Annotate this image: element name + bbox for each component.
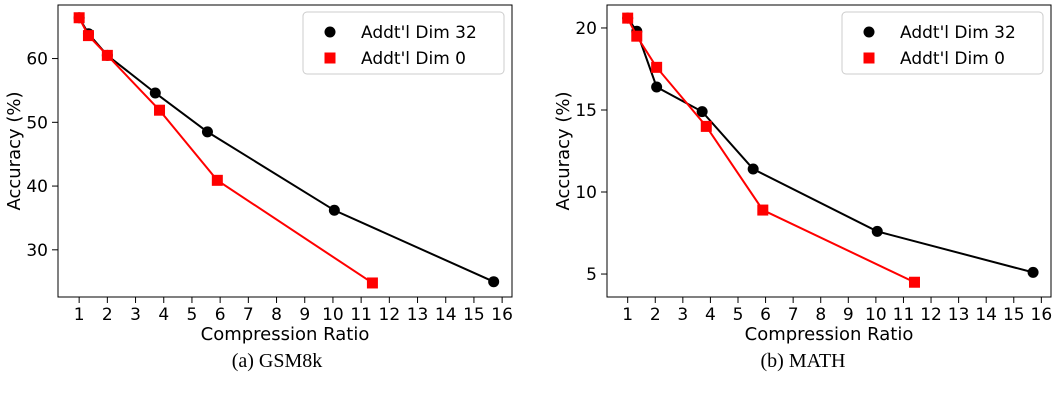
y-tick-label: 30 xyxy=(26,241,48,261)
x-tick-label: 3 xyxy=(677,305,688,325)
data-point xyxy=(211,174,223,186)
y-tick-label: 60 xyxy=(26,50,48,70)
data-point xyxy=(82,30,94,42)
x-tick-label: 7 xyxy=(243,305,254,325)
x-tick-label: 9 xyxy=(299,305,310,325)
x-tick-label: 4 xyxy=(158,305,169,325)
legend-marker xyxy=(863,52,875,64)
legend: Addt'l Dim 32 Addt'l Dim 0 xyxy=(302,11,505,75)
data-point xyxy=(747,163,759,175)
x-tick-label: 4 xyxy=(705,305,716,325)
data-point xyxy=(631,30,643,42)
x-tick-label: 5 xyxy=(187,305,198,325)
legend-marker xyxy=(324,52,336,64)
x-tick-label: 8 xyxy=(815,305,826,325)
caption-math: (b) MATH xyxy=(760,350,846,372)
x-tick-label: 16 xyxy=(1031,305,1053,325)
legend-label: Addt'l Dim 0 xyxy=(900,49,1005,69)
legend-label: Addt'l Dim 32 xyxy=(361,23,477,43)
x-tick-label: 10 xyxy=(322,305,344,325)
data-point xyxy=(651,61,663,73)
x-tick-label: 10 xyxy=(865,305,887,325)
legend-box xyxy=(841,11,1044,75)
data-point xyxy=(757,204,769,216)
y-tick-label: 5 xyxy=(586,265,597,285)
data-point xyxy=(622,12,634,24)
x-tick-label: 2 xyxy=(650,305,661,325)
data-point xyxy=(1027,266,1039,278)
legend-marker xyxy=(324,26,336,38)
data-point xyxy=(73,12,85,24)
y-tick-label: 10 xyxy=(575,183,597,203)
y-tick-label: 50 xyxy=(26,113,48,133)
chart-panel-1: 1 2 3 4 5 6 7 8 9 10 11 12 13 14 15 165101520Compressio… xyxy=(553,4,1053,345)
data-point xyxy=(488,276,500,288)
y-tick-label: 15 xyxy=(575,101,597,121)
x-tick-label: 7 xyxy=(788,305,799,325)
x-tick-label: 1 xyxy=(74,305,85,325)
plot-area xyxy=(606,4,1052,298)
legend-box xyxy=(302,11,505,75)
legend: Addt'l Dim 32 Addt'l Dim 0 xyxy=(841,11,1044,75)
data-point xyxy=(149,87,161,99)
chart-panel-0: 1 2 3 4 5 6 7 8 9 10 11 12 13 14 15 1630405060Compressi… xyxy=(4,4,513,345)
data-point xyxy=(696,106,708,118)
x-tick-label: 13 xyxy=(407,305,429,325)
data-point xyxy=(201,126,213,138)
data-point xyxy=(154,104,166,116)
x-tick-label: 5 xyxy=(733,305,744,325)
x-axis-label: Compression Ratio xyxy=(201,324,370,345)
x-tick-label: 9 xyxy=(843,305,854,325)
x-tick-label: 13 xyxy=(948,305,970,325)
y-tick-label: 40 xyxy=(26,177,48,197)
x-tick-label: 8 xyxy=(271,305,282,325)
x-tick-label: 14 xyxy=(975,305,997,325)
data-point xyxy=(908,276,920,288)
x-tick-label: 15 xyxy=(463,305,485,325)
data-point xyxy=(871,225,883,237)
x-tick-label: 1 xyxy=(622,305,633,325)
x-tick-label: 11 xyxy=(350,305,372,325)
data-point xyxy=(328,204,340,216)
x-tick-label: 2 xyxy=(102,305,113,325)
caption-gsm8k: (a) GSM8k xyxy=(231,350,323,372)
data-point xyxy=(366,277,378,289)
x-tick-label: 3 xyxy=(130,305,141,325)
x-tick-label: 16 xyxy=(491,305,513,325)
x-tick-label: 11 xyxy=(893,305,915,325)
x-tick-label: 15 xyxy=(1003,305,1025,325)
legend-marker xyxy=(863,26,875,38)
data-point xyxy=(651,81,663,93)
legend-label: Addt'l Dim 0 xyxy=(361,49,466,69)
x-tick-label: 12 xyxy=(920,305,942,325)
data-point xyxy=(700,120,712,132)
y-tick-label: 20 xyxy=(575,19,597,39)
y-axis-label: Accuracy (%) xyxy=(4,91,25,210)
x-tick-label: 6 xyxy=(760,305,771,325)
x-tick-label: 14 xyxy=(435,305,457,325)
y-axis-label: Accuracy (%) xyxy=(553,91,574,210)
x-tick-label: 12 xyxy=(379,305,401,325)
x-tick-label: 6 xyxy=(215,305,226,325)
legend-label: Addt'l Dim 32 xyxy=(900,23,1016,43)
x-axis-label: Compression Ratio xyxy=(745,324,914,345)
data-point xyxy=(101,49,113,61)
plot-area xyxy=(57,4,513,298)
